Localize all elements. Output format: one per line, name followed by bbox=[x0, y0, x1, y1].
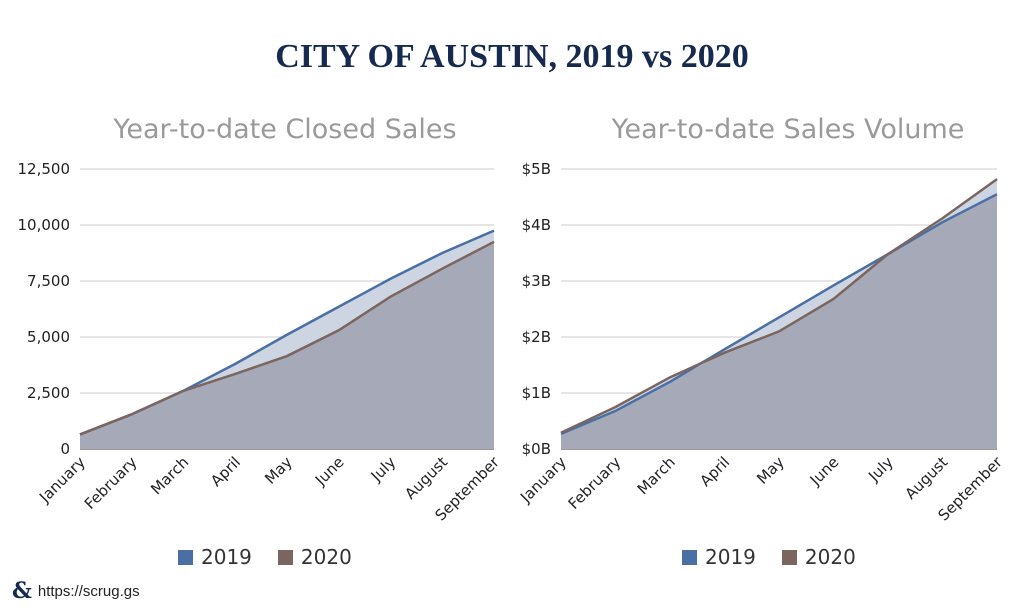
legend-swatch-2020 bbox=[277, 549, 293, 565]
series-line-2020 bbox=[79, 240, 495, 436]
y-tick-label: 12,500 bbox=[18, 160, 71, 178]
y-tick-label: 10,000 bbox=[18, 216, 71, 234]
series-line-2019 bbox=[560, 193, 998, 436]
legend-label-2019: 2019 bbox=[705, 545, 756, 569]
footer-link[interactable]: https://scrug.gs bbox=[37, 582, 140, 600]
legend-item-2020: 2020 bbox=[781, 545, 856, 569]
x-tick-label: April bbox=[696, 453, 733, 490]
x-tick-label: August bbox=[901, 453, 951, 503]
legend-label-2020: 2020 bbox=[300, 545, 352, 569]
x-tick-label: June bbox=[806, 453, 843, 490]
x-tick-label: May bbox=[753, 453, 788, 488]
y-tick-label: 5,000 bbox=[27, 328, 70, 346]
y-tick-label: $1B bbox=[522, 384, 551, 402]
legend-label-2020: 2020 bbox=[804, 545, 856, 569]
y-tick-label: 2,500 bbox=[27, 384, 70, 402]
x-tick-label: January bbox=[516, 453, 570, 507]
chart-title: Year-to-date Closed Sales bbox=[112, 114, 456, 145]
footer: & https://scrug.gs bbox=[12, 578, 140, 604]
y-tick-label: $2B bbox=[522, 328, 551, 346]
y-tick-label: 0 bbox=[60, 440, 70, 458]
closed-sales-legend: 2019 2020 bbox=[178, 545, 378, 569]
legend-item-2019: 2019 bbox=[682, 545, 756, 569]
legend-item-2020: 2020 bbox=[277, 545, 352, 569]
x-tick-label: February bbox=[565, 453, 625, 513]
legend-swatch-2019 bbox=[682, 549, 697, 565]
chart-title: Year-to-date Sales Volume bbox=[611, 114, 965, 145]
legend-swatch-2020 bbox=[781, 549, 797, 565]
x-tick-label: July bbox=[864, 453, 897, 486]
legend-label-2019: 2019 bbox=[201, 545, 252, 569]
sales-volume-legend: 2019 2020 bbox=[682, 545, 882, 569]
area-lower bbox=[80, 241, 494, 449]
y-tick-label: $4B bbox=[522, 216, 551, 234]
ampersand-logo-icon: & bbox=[12, 578, 32, 604]
y-tick-label: $5B bbox=[522, 160, 551, 178]
legend-swatch-2019 bbox=[178, 549, 193, 565]
x-tick-label: March bbox=[634, 453, 679, 498]
y-tick-label: $0B bbox=[522, 440, 551, 458]
page-title: CITY OF AUSTIN, 2019 vs 2020 bbox=[275, 38, 749, 75]
y-tick-label: 7,500 bbox=[27, 272, 70, 290]
area-lower bbox=[561, 194, 997, 449]
series-line-2020 bbox=[560, 178, 998, 434]
y-tick-label: $3B bbox=[522, 272, 551, 290]
legend-item-2019: 2019 bbox=[178, 545, 252, 569]
